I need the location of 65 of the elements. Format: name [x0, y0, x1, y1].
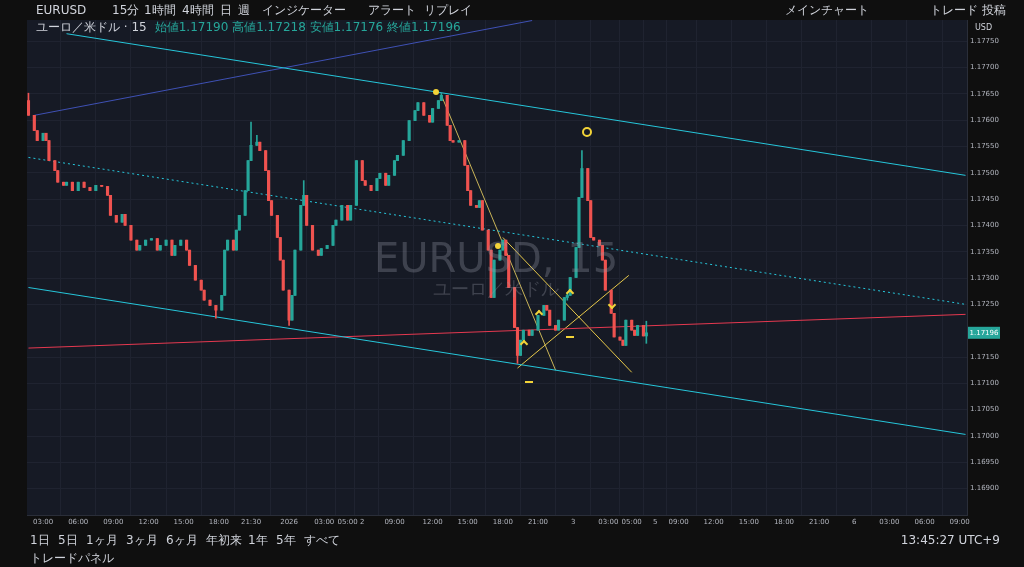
candlestick [530, 329, 534, 336]
text: 13:45:27 UTC+9 [900, 533, 1000, 547]
candlestick [568, 277, 572, 296]
candlestick [545, 305, 549, 311]
candlestick [155, 238, 159, 251]
text: USD [975, 22, 993, 34]
text: 15分 [112, 3, 140, 17]
text: 年初来 [206, 533, 242, 547]
text: 4時間 [182, 3, 214, 17]
candlestick [199, 279, 203, 291]
candlestick [114, 215, 118, 223]
text: すべて [304, 533, 340, 547]
candlestick [179, 239, 183, 246]
text: 6ヶ月 [166, 533, 198, 547]
candlestick [76, 181, 80, 191]
candlestick [138, 245, 142, 251]
text: 1ヶ月 [86, 533, 118, 547]
candlestick [457, 140, 461, 143]
candlestick [527, 329, 531, 336]
candlestick [120, 213, 124, 223]
text: 5日 [58, 533, 78, 547]
candlestick [258, 141, 262, 151]
candlestick [542, 305, 546, 316]
text: トレード [930, 3, 978, 17]
candlestick [407, 120, 411, 141]
text: 1年 [248, 533, 268, 547]
candlestick [237, 215, 241, 231]
candlestick [340, 205, 344, 221]
candlestick [123, 213, 127, 226]
candlestick [422, 102, 426, 116]
text: 5年 [276, 533, 296, 547]
candlestick [94, 185, 98, 191]
text: インジケーター [262, 3, 346, 17]
candlestick [536, 315, 540, 331]
candlestick [88, 187, 92, 191]
candlestick [548, 309, 552, 326]
text: 週 [238, 3, 250, 17]
text: メインチャート [785, 3, 869, 17]
candlestick [208, 299, 212, 306]
candlestick [325, 245, 329, 249]
text: 3ヶ月 [126, 533, 158, 547]
candlestick [164, 239, 168, 246]
text: アラート [368, 3, 416, 17]
chart-title: ユーロ／米ドル · 15 [36, 20, 147, 34]
candlestick [173, 245, 177, 256]
candlestick [621, 339, 625, 346]
candlestick [369, 185, 373, 191]
candlestick [202, 289, 206, 301]
candlestick [401, 140, 405, 156]
text: 日 [220, 3, 232, 17]
candlestick [82, 181, 86, 188]
candlestick [129, 225, 133, 241]
candlestick [624, 319, 628, 346]
chart-subtitle: 始値1.17190 高値1.17218 安値1.17176 終値1.17196 [154, 20, 461, 34]
text: 投稿 [982, 3, 1006, 17]
candlestick [281, 259, 285, 291]
text: リプレイ [424, 3, 472, 17]
text: トレードパネル [30, 551, 114, 565]
text: EURUSD [36, 3, 87, 17]
candlestick [170, 239, 174, 256]
candlestick [158, 245, 162, 251]
candlestick [630, 319, 634, 331]
text: 1日 [30, 533, 50, 547]
candlestick [135, 239, 139, 251]
text: 1時間 [144, 3, 176, 17]
